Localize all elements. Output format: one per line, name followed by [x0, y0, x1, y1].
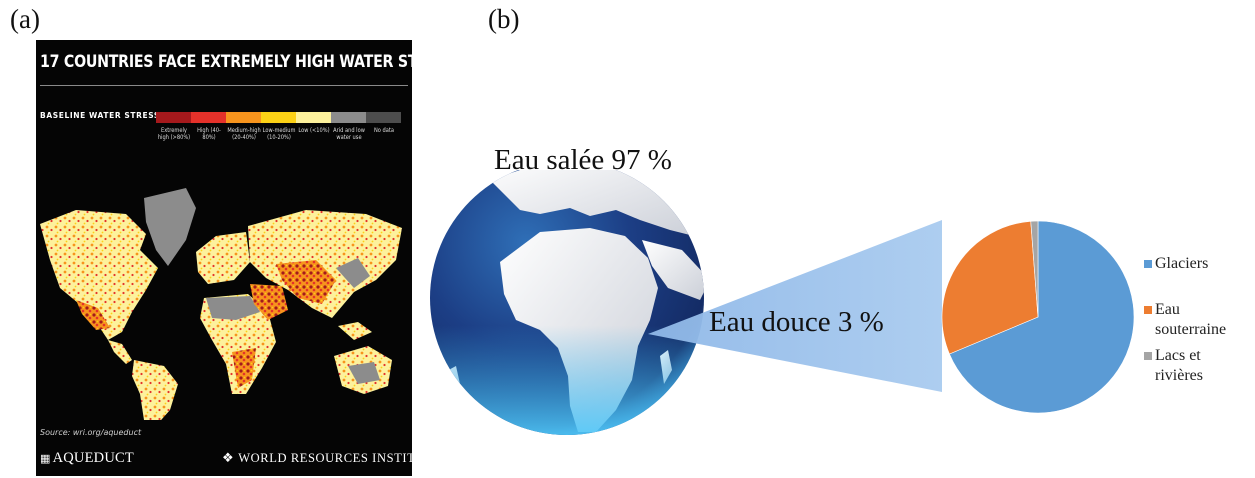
panel-label-b: (b): [488, 4, 520, 34]
legend-label-lacs-et-rivieres: Lacs et rivières: [1155, 347, 1203, 384]
poster-divider: [40, 85, 408, 86]
legend-swatch-low: [296, 112, 331, 123]
wri-logo: ❖WORLD RESOURCES INSTITUTE: [222, 451, 412, 466]
legend-label-extremely-high: Extremely high (>80%): [157, 127, 191, 141]
legend-title: BASELINE WATER STRESS: [40, 111, 160, 120]
legend-label-glaciers: Glaciers: [1155, 255, 1209, 272]
freshwater-label: Eau douce 3 %: [709, 306, 884, 338]
legend-swatch-extremely-high: [156, 112, 191, 123]
legend-item-eau-souterraine: Eau souterraine: [1144, 300, 1251, 340]
aqueduct-logo-text: AQUEDUCT: [52, 450, 134, 466]
earth-globe-icon: [430, 170, 704, 435]
legend-label-arid: Arid and low water use: [333, 127, 365, 141]
legend-marker-lacs-et-rivieres: [1144, 352, 1152, 360]
aqueduct-mark-icon: ▦: [40, 452, 51, 465]
legend-marker-glaciers: [1144, 260, 1152, 268]
legend-marker-eau-souterraine: [1144, 306, 1152, 314]
legend-item-lacs-et-rivieres: Lacs et rivières: [1144, 346, 1235, 386]
legend-swatch-high: [191, 112, 226, 123]
legend-label-low: Low (<10%): [298, 127, 330, 134]
panel-label-a: (a): [10, 4, 40, 34]
pie-slice-lacs-et-rivieres: [1030, 220, 1039, 318]
legend-label-medium-high: Medium-high (20-40%): [227, 127, 261, 141]
legend-swatch-arid: [331, 112, 366, 123]
legend-label-eau-souterraine: Eau souterraine: [1155, 301, 1227, 338]
pie-slice-glaciers: [949, 220, 1135, 414]
legend-swatch-no-data: [366, 112, 401, 123]
freshwater-pie: [941, 220, 1135, 414]
aqueduct-logo: ▦ AQUEDUCT: [40, 450, 134, 467]
water-distribution-diagram: [430, 170, 1135, 435]
legend-label-high: High (40-80%): [197, 127, 221, 141]
legend-item-glaciers: Glaciers: [1144, 254, 1209, 274]
wri-mark-icon: ❖: [222, 451, 235, 466]
legend-label-low-medium: Low-medium (10-20%): [262, 127, 296, 141]
legend-swatch-medium-high: [226, 112, 261, 123]
legend-swatch-low-medium: [261, 112, 296, 123]
poster-source: Source: wri.org/aqueduct: [40, 428, 142, 437]
freshwater-cone: [648, 220, 942, 392]
water-stress-poster: 17 COUNTRIES FACE EXTREMELY HIGH WATER S…: [36, 40, 412, 476]
wri-logo-text: WORLD RESOURCES INSTITUTE: [238, 451, 412, 465]
poster-title: 17 COUNTRIES FACE EXTREMELY HIGH WATER S…: [40, 52, 412, 71]
world-water-stress-map: [40, 188, 402, 420]
legend-label-no-data: No data: [373, 127, 395, 134]
pie-slice-eau-souterraine: [941, 220, 1039, 355]
